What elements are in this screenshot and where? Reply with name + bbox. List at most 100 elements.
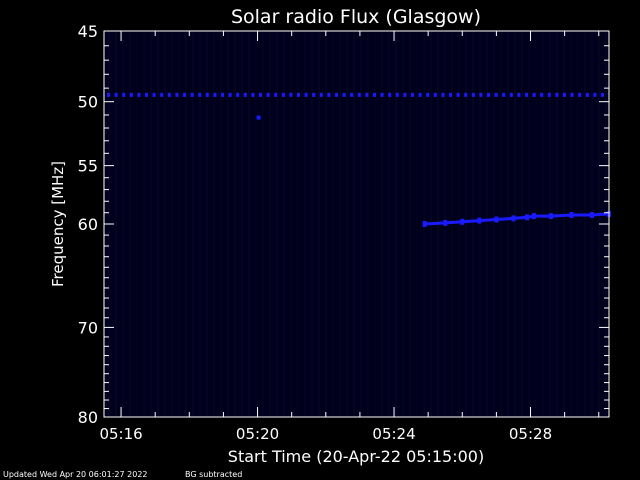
noise-stripe: [486, 32, 488, 416]
emission-line: [424, 212, 610, 226]
band-dot: [601, 92, 604, 97]
band-dot: [190, 92, 194, 97]
band-dot: [365, 92, 369, 97]
noise-stripe: [115, 32, 117, 416]
band-dot: [525, 92, 528, 97]
noise-stripe: [353, 32, 355, 416]
emission-point: [494, 216, 499, 223]
noise-stripe: [171, 32, 173, 416]
noise-stripe: [297, 32, 299, 416]
noise-stripe: [206, 32, 208, 416]
band-dot: [221, 92, 224, 97]
noise-stripe: [325, 32, 327, 416]
band-dot: [395, 92, 399, 97]
band-dot: [251, 92, 255, 97]
band-dot: [281, 92, 285, 97]
band-dot: [487, 92, 490, 97]
noise-stripe: [500, 32, 502, 416]
band-dot: [107, 92, 110, 97]
noise-stripe: [416, 32, 418, 416]
noise-stripe: [276, 32, 278, 416]
band-dot: [563, 92, 566, 97]
emission-point: [549, 213, 553, 220]
noise-stripe: [136, 32, 138, 416]
noise-stripe: [395, 32, 397, 416]
band-dot: [373, 92, 376, 97]
band-dot: [312, 92, 316, 97]
band-dot: [243, 92, 247, 97]
band-dot: [433, 92, 437, 97]
band-dot: [350, 92, 354, 97]
y-tick-label: 45: [78, 22, 98, 41]
noise-stripe: [311, 32, 313, 416]
noise-stripe: [577, 32, 579, 416]
band-dot: [335, 92, 338, 97]
band-dot: [411, 92, 414, 97]
emission-point: [443, 219, 448, 226]
emission-point: [477, 217, 482, 224]
updated-timestamp: Updated Wed Apr 20 06:01:27 2022: [3, 470, 148, 479]
y-tick-label: 50: [78, 93, 98, 112]
noise-stripe: [290, 32, 292, 416]
band-dot: [145, 92, 148, 97]
signal-marks: [107, 92, 611, 227]
emission-point: [511, 215, 516, 222]
band-dot: [555, 92, 559, 97]
noise-stripe: [549, 32, 551, 416]
band-dot: [388, 92, 392, 97]
band-dot: [380, 92, 384, 97]
band-dot: [547, 92, 551, 97]
noise-stripe: [241, 32, 243, 416]
noise-stripe: [570, 32, 572, 416]
noise-stripe: [185, 32, 187, 416]
band-dot: [259, 92, 262, 97]
noise-stripe: [402, 32, 404, 416]
noise-stripe: [122, 32, 124, 416]
noise-stripe: [129, 32, 131, 416]
emission-point: [531, 213, 536, 220]
noise-stripe: [262, 32, 264, 416]
band-dot: [357, 92, 361, 97]
band-dot: [129, 92, 133, 97]
noise-stripe: [493, 32, 495, 416]
band-dot: [532, 92, 536, 97]
noise-stripe: [514, 32, 516, 416]
band-dot: [403, 92, 407, 97]
signal-point: [256, 115, 261, 120]
band-dot: [319, 92, 323, 97]
band-dot: [183, 92, 186, 97]
noise-stripe: [304, 32, 306, 416]
noise-stripe: [521, 32, 523, 416]
band-dot: [456, 92, 460, 97]
y-tick-label: 55: [78, 157, 98, 176]
noise-stripe: [367, 32, 369, 416]
band-dot: [494, 92, 498, 97]
x-tick-label: 05:28: [509, 425, 552, 443]
noise-stripe: [388, 32, 390, 416]
noise-stripe: [381, 32, 383, 416]
band-dot: [570, 92, 574, 97]
noise-stripe: [591, 32, 593, 416]
bg-subtracted-note: BG subtracted: [185, 470, 243, 479]
axes: 05:16 05:20 05:24 05:28 45 50 55 60 70 80: [78, 22, 609, 443]
noise-stripe: [157, 32, 159, 416]
band-dot: [479, 92, 483, 97]
band-dot: [274, 92, 278, 97]
emission-point: [460, 218, 465, 225]
noise-stripe: [220, 32, 222, 416]
band-dot: [213, 92, 217, 97]
noise-stripe: [542, 32, 544, 416]
noise-stripe: [150, 32, 152, 416]
band-dot: [167, 92, 171, 97]
band-dot: [137, 92, 141, 97]
noise-stripe: [248, 32, 250, 416]
noise-stripe: [192, 32, 194, 416]
noise-stripe: [269, 32, 271, 416]
noise-stripe: [178, 32, 180, 416]
x-axis-label: Start Time (20-Apr-22 05:15:00): [228, 447, 484, 466]
noise-stripe: [360, 32, 362, 416]
band-dot: [449, 92, 452, 97]
noise-stripe: [332, 32, 334, 416]
band-dot: [304, 92, 308, 97]
